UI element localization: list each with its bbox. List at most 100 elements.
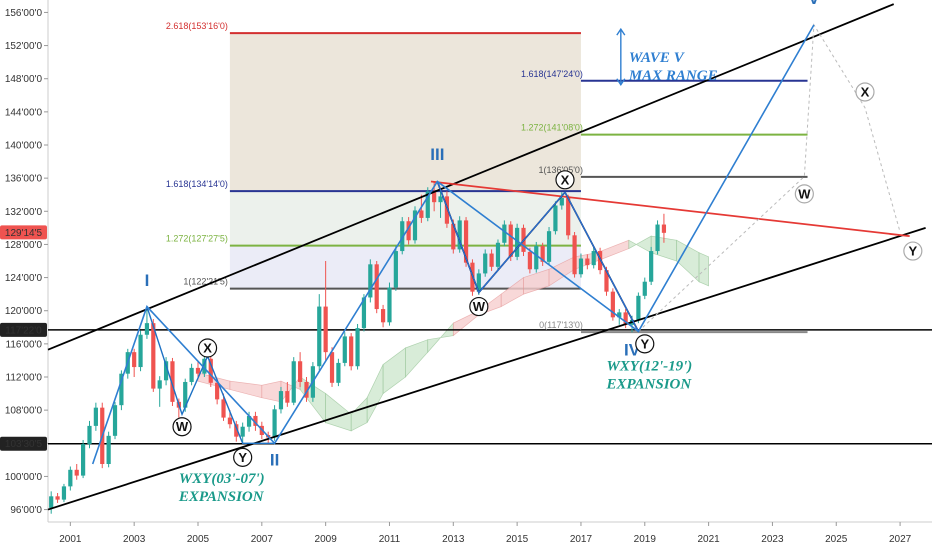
channel-line	[430, 180, 910, 238]
candle-body	[323, 306, 328, 353]
candle-body	[623, 312, 628, 325]
fib-band-upper	[229, 33, 581, 192]
circled-label-ring	[794, 184, 814, 204]
y-axis: 96'00'0100'00'0104'00'0108'00'0112'00'01…	[5, 0, 49, 522]
candle-body	[438, 196, 443, 203]
price-tag-box	[0, 225, 47, 240]
candle-body	[138, 334, 143, 368]
cloud-segment	[382, 347, 406, 395]
candle-body	[183, 381, 188, 408]
candle-body	[463, 220, 469, 263]
x-tick-label: 2013	[442, 534, 465, 545]
circled-label-ring	[233, 447, 253, 467]
impulse-wave-path	[91, 24, 815, 465]
candle-body	[144, 323, 150, 335]
fib2-level-label: 1.618(147'24'0)	[521, 69, 583, 79]
annotation-text: EXPANSION	[178, 489, 265, 505]
x-tick-label: 2007	[251, 534, 274, 545]
candle-body	[425, 191, 430, 218]
candle-body	[661, 224, 667, 233]
cloud-segment	[427, 322, 454, 354]
y-tick-label: 116'00'0	[6, 339, 43, 350]
candle-body	[406, 221, 411, 241]
candle-body	[368, 264, 373, 298]
circled-label-ring	[903, 241, 923, 261]
candle-body	[527, 251, 532, 270]
candle-body	[515, 227, 520, 257]
candle-body	[221, 399, 226, 418]
wave-label: I	[145, 271, 150, 290]
y-tick-label: 132'00'0	[5, 207, 43, 218]
annotation-text: WXY(12'-19')	[606, 358, 692, 374]
y-tick-label: 148'00'0	[5, 74, 43, 85]
circled-label-text: Y	[640, 336, 649, 351]
annotation-text: MAX RANGE	[628, 68, 718, 84]
x-tick-label: 2005	[187, 534, 210, 545]
candle-body	[285, 391, 290, 403]
x-axis: 2001 2003 2005 2007 2009 2011 2013 2015 2017 2019…	[48, 521, 932, 545]
x-tick-label: 2015	[506, 534, 529, 545]
candle-body	[234, 424, 239, 437]
y-tick-label: 112'00'0	[6, 373, 43, 384]
circled-label-text: W	[798, 186, 811, 201]
x-tick-label: 2011	[379, 534, 401, 545]
candle-body	[419, 210, 424, 218]
cloud-segment	[405, 339, 429, 378]
candle-body	[189, 367, 194, 382]
candle-body	[502, 224, 507, 243]
fib-level-label: 1(122'21'5)	[183, 277, 227, 287]
cloud-segment	[325, 392, 352, 432]
candle-body	[649, 251, 654, 282]
y-tick-label: 140'00'0	[5, 141, 43, 152]
y-tick-label: 96'00'0	[10, 505, 42, 516]
x-tick-label: 2021	[697, 534, 720, 545]
candle-body	[106, 435, 111, 464]
candle-body	[87, 425, 92, 445]
wxy-path	[436, 181, 640, 332]
candle-body	[317, 306, 322, 367]
candle-body	[163, 361, 169, 381]
y-tick-label: 152'00'0	[5, 41, 43, 52]
range-arrow-head-down	[616, 78, 626, 87]
candle-body	[457, 220, 462, 250]
fib2-level-label: 1(136'05'0)	[538, 165, 582, 175]
y-tick-label: 136'00'0	[5, 174, 43, 185]
candle-body	[253, 415, 258, 426]
wave-paths	[91, 23, 901, 465]
candle-body	[298, 361, 303, 382]
price-tag-label: 103'30'5	[5, 439, 43, 450]
circled-label-ring	[197, 338, 218, 358]
y-tick-label: 100'00'0	[5, 472, 43, 483]
candle-body	[74, 469, 79, 476]
candle-body	[393, 251, 398, 288]
fib2-level-label: 1.272(141'08'0)	[521, 123, 583, 133]
candle-body	[546, 231, 552, 262]
candle-body	[380, 309, 386, 323]
channel-lines	[47, 3, 926, 511]
horizontal-lines	[48, 329, 932, 445]
annotation-text: WAVE V	[629, 50, 686, 66]
candle-body	[400, 221, 405, 252]
circled-label-text: W	[176, 419, 189, 434]
candle-body	[49, 496, 54, 508]
candle-body	[604, 270, 609, 292]
candle-body	[355, 328, 360, 367]
candle-body	[246, 415, 252, 427]
candle-body	[304, 381, 309, 398]
candle-body	[559, 198, 564, 206]
annotation-text: WXY(03'-07')	[179, 471, 265, 487]
candle-body	[610, 291, 615, 318]
candle-body	[157, 380, 162, 389]
candle-body	[195, 367, 201, 374]
candle-body	[617, 312, 622, 318]
candle-body	[476, 273, 481, 292]
circled-label-ring	[469, 296, 489, 317]
circled-label-text: Y	[909, 244, 918, 259]
fib-level-label: 2.618(153'16'0)	[166, 21, 228, 31]
cloud-segment	[197, 372, 231, 390]
x-tick-label: 2027	[889, 534, 912, 545]
candle-body	[374, 264, 379, 310]
x-tick-label: 2023	[761, 534, 784, 545]
candle-body	[387, 287, 392, 323]
annotation-text: EXPANSION	[605, 376, 692, 392]
